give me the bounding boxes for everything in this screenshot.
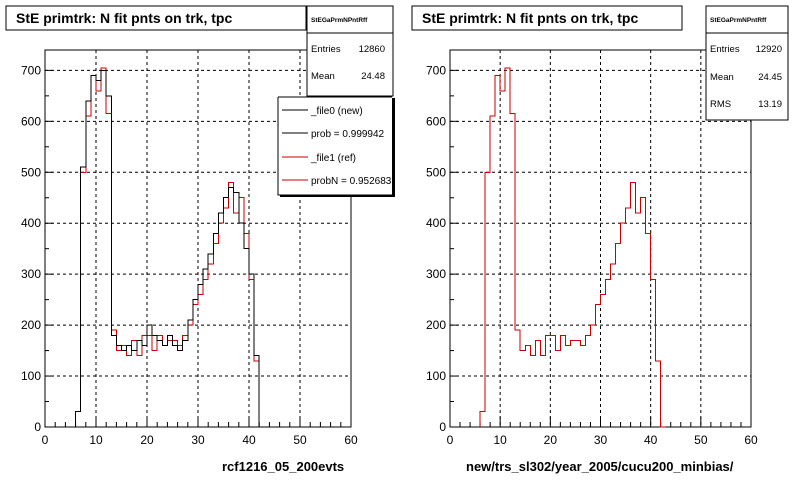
left-legend-shadow-bottom bbox=[280, 195, 395, 197]
right-stats-value-mean: 24.45 bbox=[758, 72, 782, 83]
right-plot-area: 0 100 200 300 400 500 600 700 0 10 20 30 40 50 60 bbox=[426, 49, 758, 447]
right-y-tick-label-500: 500 bbox=[426, 165, 446, 179]
right-y-ticks: 0 100 200 300 400 500 600 700 bbox=[426, 63, 458, 434]
right-series bbox=[479, 67, 666, 428]
left-y-tick-label-500: 500 bbox=[21, 165, 41, 179]
legend-label-file1: _file1 (ref) bbox=[310, 153, 356, 164]
left-series--file0-new- bbox=[75, 69, 265, 428]
left-stats-value-entries: 12860 bbox=[359, 44, 385, 55]
right-stats-value-entries: 12920 bbox=[756, 44, 782, 55]
right-y-tick-label-100: 100 bbox=[426, 369, 446, 383]
left-y-tick-label-300: 300 bbox=[21, 267, 41, 281]
right-x-axis-label: new/trs_sl302/year_2005/cucu200_minbias/ bbox=[466, 459, 734, 474]
left-stats-box: StEGaPrmNPntRff Entries 12860 Mean 24.48 bbox=[306, 5, 394, 97]
right-stats-box: StEGaPrmNPntRff Entries 12920 Mean 24.45… bbox=[705, 5, 789, 121]
right-stats-label-entries: Entries bbox=[710, 44, 740, 55]
right-x-tick-label-20: 20 bbox=[544, 433, 558, 447]
left-stats-frame bbox=[306, 5, 394, 97]
right-series--file1-ref- bbox=[479, 67, 666, 428]
left-y-tick-label-600: 600 bbox=[21, 114, 41, 128]
right-x-tick-label-0: 0 bbox=[447, 433, 454, 447]
left-legend-bg bbox=[278, 97, 400, 195]
legend-label-file0: _file0 (new) bbox=[310, 106, 363, 117]
right-y-tick-label-200: 200 bbox=[426, 318, 446, 332]
left-title-box bbox=[5, 5, 307, 31]
right-x-tick-label-30: 30 bbox=[594, 433, 608, 447]
left-y-tick-label-700: 700 bbox=[21, 63, 41, 77]
right-x-tick-label-40: 40 bbox=[644, 433, 658, 447]
left-y-tick-label-100: 100 bbox=[21, 369, 41, 383]
right-title-box bbox=[411, 5, 683, 31]
right-y-tick-label-700: 700 bbox=[426, 63, 446, 77]
right-stats-value-rms: 13.19 bbox=[758, 99, 782, 110]
left-stats-value-mean: 24.48 bbox=[361, 71, 385, 82]
right-x-ticks: 0 10 20 30 40 50 60 bbox=[447, 417, 758, 447]
left-stats-label-entries: Entries bbox=[311, 44, 341, 55]
left-legend: _file0 (new) prob = 0.999942 _file1 (ref… bbox=[277, 96, 400, 197]
left-x-tick-label-0: 0 bbox=[42, 433, 49, 447]
right-grid bbox=[450, 50, 751, 427]
right-y-tick-label-0: 0 bbox=[439, 420, 446, 434]
right-panel: StE primtrk: N fit pnts on trk, tpc 0100… bbox=[411, 5, 789, 474]
left-x-tick-label-50: 50 bbox=[293, 433, 307, 447]
right-stats-label-mean: Mean bbox=[710, 72, 734, 83]
right-x-tick-label-60: 60 bbox=[744, 433, 758, 447]
left-x-tick-label-40: 40 bbox=[242, 433, 256, 447]
left-x-tick-label-10: 10 bbox=[89, 433, 103, 447]
legend-label-probN: probN = 0.952683 bbox=[311, 176, 392, 187]
left-title: StE primtrk: N fit pnts on trk, tpc bbox=[16, 10, 232, 26]
left-x-tick-label-20: 20 bbox=[140, 433, 154, 447]
left-series bbox=[75, 67, 265, 428]
left-x-axis-label: rcf1216_05_200evts bbox=[222, 459, 344, 474]
left-x-ticks: 0 10 20 30 40 50 60 bbox=[42, 417, 358, 447]
left-stats-label-mean: Mean bbox=[311, 71, 335, 82]
left-y-tick-label-200: 200 bbox=[21, 318, 41, 332]
right-y-tick-label-600: 600 bbox=[426, 114, 446, 128]
left-x-tick-label-60: 60 bbox=[344, 433, 358, 447]
right-y-tick-label-400: 400 bbox=[426, 216, 446, 230]
left-y-tick-label-0: 0 bbox=[34, 420, 41, 434]
legend-label-prob: prob = 0.999942 bbox=[311, 129, 385, 140]
left-panel: StE primtrk: N fit pnts on trk, tpc 0100… bbox=[5, 5, 400, 474]
right-y-tick-label-300: 300 bbox=[426, 267, 446, 281]
left-y-ticks: 0 100 200 300 400 500 600 700 bbox=[21, 63, 53, 434]
right-stats-label-rms: RMS bbox=[710, 99, 731, 110]
right-stats-frame bbox=[705, 5, 789, 121]
right-stats-header: StEGaPrmNPntRff bbox=[710, 17, 767, 24]
right-x-tick-label-50: 50 bbox=[694, 433, 708, 447]
left-stats-header: StEGaPrmNPntRff bbox=[311, 17, 368, 24]
right-title: StE primtrk: N fit pnts on trk, tpc bbox=[422, 10, 638, 26]
right-x-tick-label-10: 10 bbox=[493, 433, 507, 447]
left-x-tick-label-30: 30 bbox=[191, 433, 205, 447]
left-legend-shadow-right bbox=[392, 98, 395, 197]
left-y-tick-label-400: 400 bbox=[21, 216, 41, 230]
